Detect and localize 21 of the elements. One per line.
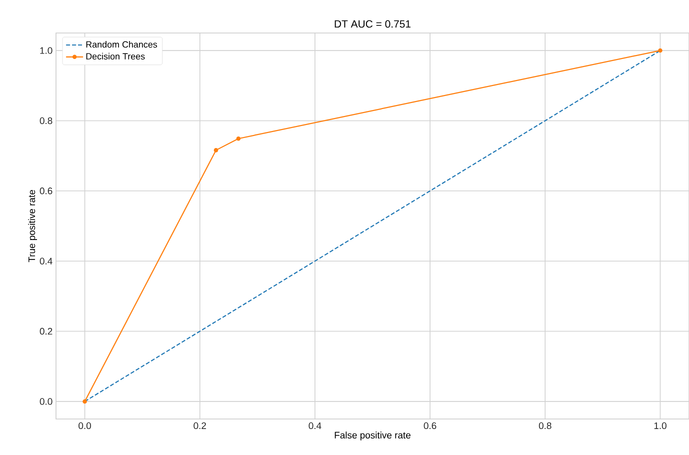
y-tick-label: 0.6	[40, 188, 52, 194]
x-tick-label: 0.0	[78, 422, 91, 430]
x-tick-label: 0.8	[538, 422, 552, 430]
chart-title: DT AUC = 0.751	[334, 20, 410, 28]
legend-label: Decision Trees	[86, 52, 145, 60]
x-tick-label: 1.0	[654, 422, 666, 430]
x-tick-label: 0.6	[424, 422, 436, 430]
point	[214, 148, 218, 152]
x-axis-title: False positive rate	[334, 432, 410, 440]
x-tick-label: 0.4	[308, 422, 322, 430]
y-tick-label: 1.0	[40, 47, 52, 54]
y-axis-title: True positive rate	[28, 190, 37, 262]
point	[658, 48, 662, 53]
y-tick-label: 0.2	[40, 328, 52, 335]
legend-label: Random Chances	[86, 41, 158, 48]
y-tick-label: 0.8	[40, 117, 52, 124]
y-tick-label: 0.4	[40, 258, 52, 264]
x-tick-label: 0.2	[194, 422, 206, 430]
y-tick-label: 0.0	[40, 398, 52, 405]
point	[82, 399, 87, 404]
point	[236, 136, 241, 141]
